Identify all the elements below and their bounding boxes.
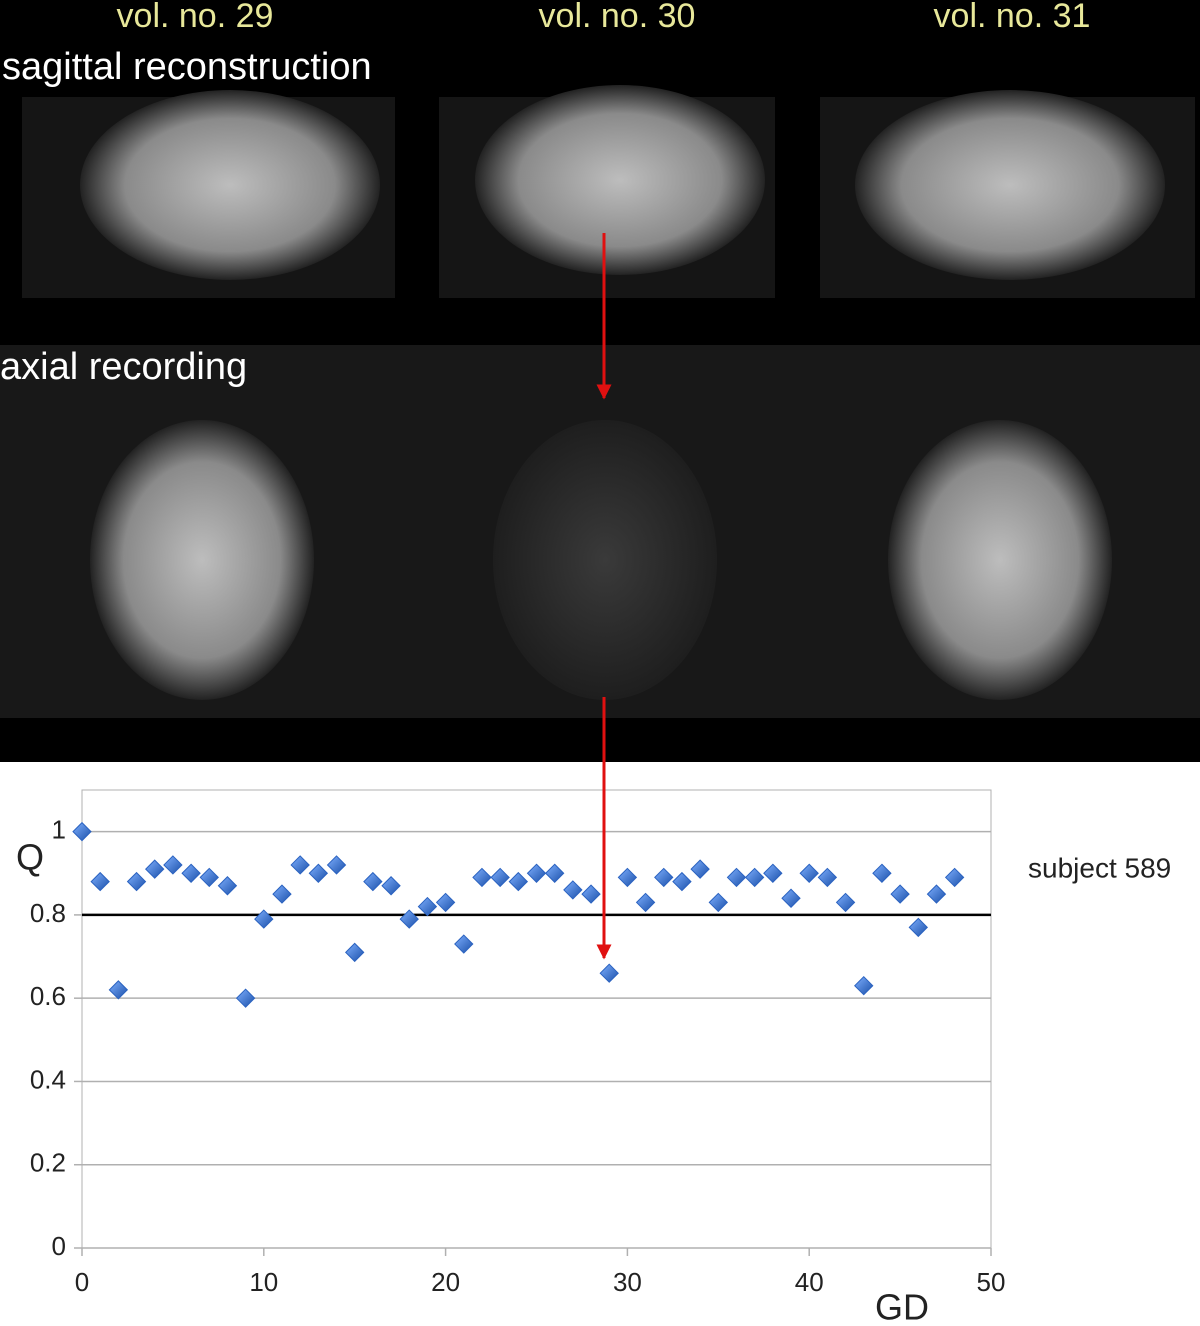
point	[508, 871, 529, 892]
brain	[493, 420, 717, 700]
y-tick-label: 0	[52, 1231, 66, 1261]
point	[672, 871, 692, 892]
point	[272, 884, 292, 904]
point	[399, 909, 419, 929]
point	[599, 963, 619, 983]
x-tick-label: 40	[795, 1267, 824, 1297]
point	[708, 892, 729, 913]
brain	[90, 420, 314, 700]
point	[163, 855, 183, 875]
row-label: axial recording	[0, 346, 247, 388]
point	[417, 896, 438, 917]
point	[563, 880, 583, 900]
point	[90, 871, 110, 892]
volume-label: vol. no. 30	[539, 0, 696, 35]
x-tick-label: 20	[431, 1267, 460, 1297]
y-tick-label: 1	[52, 815, 66, 845]
point	[490, 867, 510, 888]
point	[108, 980, 129, 1000]
x-tick-label: 30	[613, 1267, 642, 1297]
point	[617, 867, 638, 888]
row-label: sagittal reconstruction	[2, 46, 372, 88]
point	[744, 867, 765, 888]
point	[145, 859, 165, 879]
point	[854, 975, 874, 996]
brain	[855, 90, 1165, 280]
point	[908, 917, 928, 938]
y-tick-label: 0.2	[30, 1148, 66, 1178]
point	[690, 859, 710, 879]
brain	[475, 85, 765, 275]
point	[72, 821, 92, 842]
point	[799, 863, 819, 883]
point	[454, 934, 474, 954]
point	[181, 863, 201, 883]
brain	[80, 90, 380, 280]
y-axis-label: Q	[16, 837, 44, 878]
point	[763, 863, 783, 883]
point	[199, 867, 219, 888]
point	[781, 888, 801, 908]
volume-label: vol. no. 31	[934, 0, 1091, 35]
y-tick-label: 0.6	[30, 981, 66, 1011]
point	[635, 892, 656, 913]
x-tick-label: 50	[977, 1267, 1006, 1297]
point	[926, 884, 947, 904]
point	[326, 855, 347, 875]
x-axis-label: GD	[875, 1287, 929, 1326]
point	[817, 867, 838, 888]
brain	[888, 420, 1112, 700]
point	[872, 863, 892, 883]
point	[235, 988, 256, 1008]
point	[581, 884, 601, 904]
volume-label: vol. no. 29	[117, 0, 274, 35]
point	[835, 892, 856, 913]
point	[363, 871, 383, 892]
annotation: subject 589	[1028, 852, 1171, 883]
point	[254, 909, 274, 929]
plot-area	[81, 789, 992, 1249]
x-tick-label: 0	[75, 1267, 89, 1297]
point	[217, 876, 238, 896]
point	[944, 867, 965, 888]
y-tick-label: 0.4	[30, 1064, 66, 1094]
point	[472, 867, 492, 888]
point	[890, 884, 910, 904]
point	[308, 863, 329, 883]
x-tick-label: 10	[249, 1267, 278, 1297]
sagittal-images	[22, 85, 1195, 298]
point	[290, 855, 310, 875]
point	[526, 863, 547, 883]
point	[726, 867, 747, 888]
point	[344, 942, 365, 963]
point	[544, 863, 565, 883]
point	[435, 892, 456, 913]
point	[654, 867, 674, 888]
point	[381, 876, 401, 896]
y-tick-label: 0.8	[30, 898, 66, 928]
point	[126, 871, 147, 892]
